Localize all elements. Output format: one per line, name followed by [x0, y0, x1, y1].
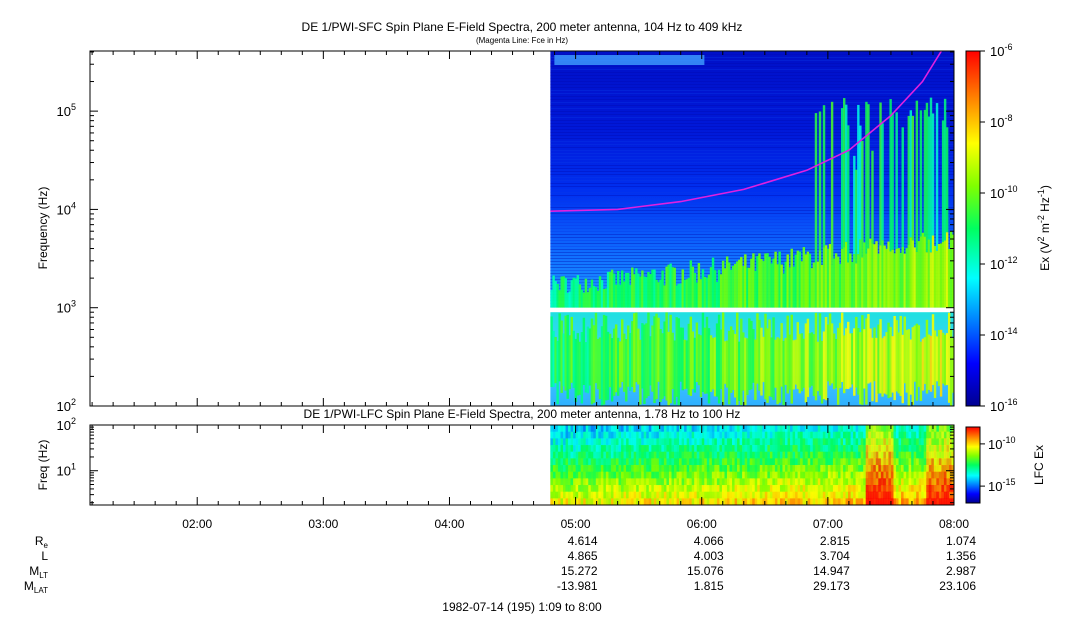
sfc-ytick-label: 105	[57, 102, 76, 119]
time-tick-label: 06:00	[687, 517, 717, 531]
sfc-colorbar-ticks: 10-6 10-8 10-10 10-12 10-14 10-16	[980, 42, 1017, 414]
ephemeris-value: 29.173	[813, 579, 850, 593]
time-tick-label: 07:00	[813, 517, 843, 531]
time-tick-label: 02:00	[182, 517, 212, 531]
lfc-panel: 101 102 Freq (Hz)	[36, 416, 955, 506]
lfc-y-ticks: 101 102	[57, 416, 954, 504]
ephemeris-value: 1.815	[694, 579, 724, 593]
lfc-colorbar-tick-label: 10-10	[988, 435, 1015, 452]
lfc-y-label: Freq (Hz)	[36, 440, 50, 491]
sfc-subtitle: (Magenta Line: Fce in Hz)	[476, 36, 568, 45]
lfc-ytick-label: 101	[57, 462, 76, 479]
ephemeris-value: 1.074	[946, 534, 976, 548]
ephemeris-value: 14.947	[813, 564, 850, 578]
sfc-y-label: Frequency (Hz)	[36, 187, 50, 270]
sfc-colorbar-tick-label: 10-8	[990, 113, 1012, 130]
sfc-colorbar-tick-label: 10-14	[990, 326, 1017, 343]
time-tick-label: 08:00	[939, 517, 969, 531]
sfc-ytick-label: 102	[57, 397, 76, 414]
time-tick-label: 05:00	[561, 517, 591, 531]
ephemeris-value: 23.106	[939, 579, 976, 593]
sfc-ytick-label: 103	[57, 299, 76, 316]
lfc-ytick-label: 102	[57, 416, 76, 433]
ephemeris-label: Re	[35, 534, 49, 550]
ephemeris-value: 4.865	[568, 549, 598, 563]
ephemeris-label: MLT	[29, 564, 48, 580]
sfc-data-region	[550, 51, 955, 406]
time-axis: 02:00 03:00 04:00 05:00 06:00 07:00 08:00	[91, 51, 969, 531]
lfc-colorbar-ticks: 10-10 10-15	[980, 435, 1015, 494]
time-tick-label: 04:00	[434, 517, 464, 531]
date-range-footer: 1982-07-14 (195) 1:09 to 8:00	[442, 600, 602, 614]
time-tick-label: 03:00	[308, 517, 338, 531]
ephemeris-value: 2.815	[820, 534, 850, 548]
lfc-title: DE 1/PWI-LFC Spin Plane E-Field Spectra,…	[304, 407, 741, 421]
ephemeris-value: -13.981	[557, 579, 598, 593]
ephemeris-value: 4.066	[694, 534, 724, 548]
sfc-colorbar: 10-6 10-8 10-10 10-12 10-14 10-16 Ex (V2 m-2 …	[965, 42, 1052, 414]
sfc-title: DE 1/PWI-SFC Spin Plane E-Field Spectra,…	[302, 20, 743, 34]
lfc-colorbar-label: LFC Ex	[1032, 445, 1046, 485]
sfc-colorbar-tick-label: 10-16	[990, 397, 1017, 414]
sfc-y-ticks: 102 103 104 105	[57, 51, 954, 414]
sfc-colorbar-label: Ex (V2 m-2 Hz-1)	[1036, 185, 1052, 271]
ephemeris-value: 1.356	[946, 549, 976, 563]
ephemeris-value: 4.614	[568, 534, 598, 548]
ephemeris-label: L	[41, 549, 48, 563]
ephemeris-value: 3.704	[820, 549, 850, 563]
ephemeris-value: 2.987	[946, 564, 976, 578]
sfc-ytick-label: 104	[57, 200, 76, 217]
lfc-colorbar-tick-label: 10-15	[988, 477, 1015, 494]
ephemeris-value: 15.076	[687, 564, 724, 578]
ephemeris-label: MLAT	[24, 579, 48, 595]
sfc-colorbar-tick-label: 10-12	[990, 255, 1017, 272]
sfc-colorbar-tick-label: 10-6	[990, 42, 1012, 59]
ephemeris-value: 4.003	[694, 549, 724, 563]
lfc-colorbar: 10-10 10-15 LFC Ex	[965, 426, 1046, 504]
ephemeris-table: Re 4.614 4.066 2.815 1.074 L 4.865 4.003 3.704 1.…	[24, 534, 976, 595]
ephemeris-value: 15.272	[561, 564, 598, 578]
fce-line	[550, 50, 943, 212]
lfc-data-region	[550, 425, 955, 506]
sfc-panel: 102 103 104 105 Frequency (Hz)	[36, 50, 955, 414]
sfc-colorbar-tick-label: 10-10	[990, 184, 1017, 201]
